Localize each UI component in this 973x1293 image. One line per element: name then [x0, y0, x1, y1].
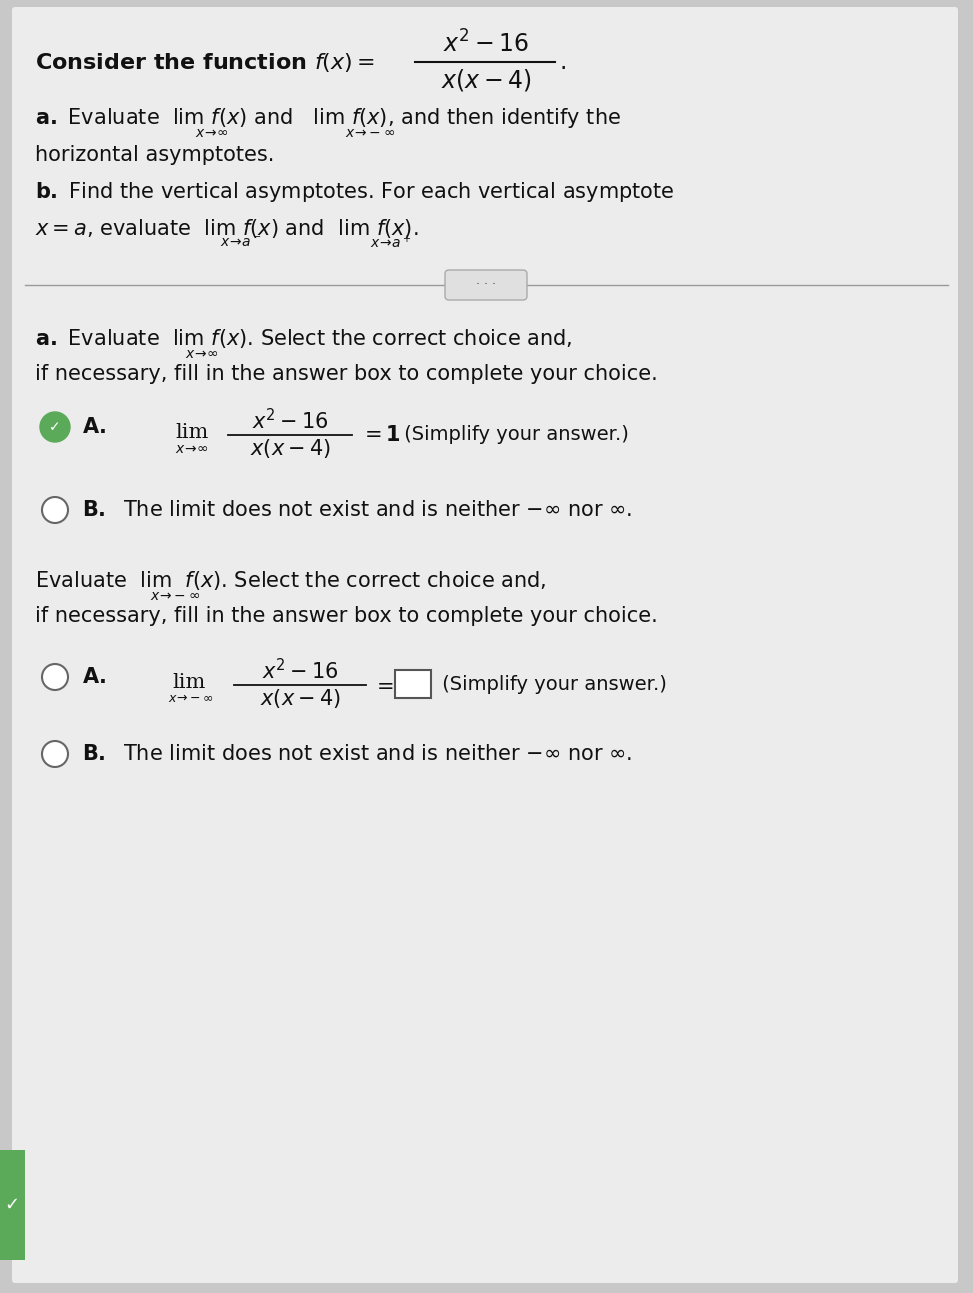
Text: (Simplify your answer.): (Simplify your answer.)	[436, 675, 667, 694]
Text: if necessary, fill in the answer box to complete your choice.: if necessary, fill in the answer box to …	[35, 606, 658, 626]
Text: $x(x-4)$: $x(x-4)$	[250, 437, 330, 460]
Text: $\mathbf{a.}$ Evaluate  lim $f(x)$. Select the correct choice and,: $\mathbf{a.}$ Evaluate lim $f(x)$. Selec…	[35, 327, 573, 349]
Circle shape	[42, 497, 68, 522]
Text: $x\!\to\!-\infty$: $x\!\to\!-\infty$	[345, 125, 395, 140]
Text: $x^2-16$: $x^2-16$	[443, 31, 529, 58]
Text: $\mathbf{b.}$ Find the vertical asymptotes. For each vertical asymptote: $\mathbf{b.}$ Find the vertical asymptot…	[35, 180, 674, 204]
Circle shape	[42, 665, 68, 690]
Text: $\mathbf{A.}$: $\mathbf{A.}$	[82, 667, 106, 687]
FancyBboxPatch shape	[0, 1149, 25, 1259]
Text: $x(x-4)$: $x(x-4)$	[260, 688, 341, 710]
Text: if necessary, fill in the answer box to complete your choice.: if necessary, fill in the answer box to …	[35, 365, 658, 384]
Text: $x\!\to\!-\infty$: $x\!\to\!-\infty$	[150, 590, 200, 603]
Text: $x\!\to\!\infty$: $x\!\to\!\infty$	[185, 347, 218, 361]
Text: $\mathbf{A.}$: $\mathbf{A.}$	[82, 418, 106, 437]
FancyBboxPatch shape	[395, 670, 431, 698]
Circle shape	[42, 741, 68, 767]
Text: $x\!\to\!a^+$: $x\!\to\!a^+$	[370, 234, 412, 252]
Text: · · ·: · · ·	[476, 278, 496, 291]
Text: horizontal asymptotes.: horizontal asymptotes.	[35, 145, 274, 166]
Text: Consider the function $f(x)=$: Consider the function $f(x)=$	[35, 50, 375, 74]
Text: $=$: $=$	[372, 675, 393, 696]
Text: ✓: ✓	[50, 420, 60, 434]
Text: .: .	[560, 50, 567, 74]
Text: $x(x-4)$: $x(x-4)$	[441, 67, 531, 93]
Text: $x^2-16$: $x^2-16$	[252, 409, 328, 433]
Text: $x\!\to\!\infty$: $x\!\to\!\infty$	[175, 442, 208, 456]
Text: lim: lim	[175, 424, 208, 442]
FancyBboxPatch shape	[12, 6, 958, 1283]
Text: (Simplify your answer.): (Simplify your answer.)	[398, 425, 629, 445]
FancyBboxPatch shape	[445, 270, 527, 300]
Text: lim: lim	[172, 674, 205, 693]
Text: $x\!\to\!\infty$: $x\!\to\!\infty$	[195, 125, 228, 140]
Text: Evaluate  lim  $f(x)$. Select the correct choice and,: Evaluate lim $f(x)$. Select the correct …	[35, 569, 547, 591]
Text: $\mathbf{B.}$  The limit does not exist and is neither $-\infty$ nor $\infty$.: $\mathbf{B.}$ The limit does not exist a…	[82, 500, 632, 520]
Text: $x=a$, evaluate  lim $f(x)$ and  lim $f(x)$.: $x=a$, evaluate lim $f(x)$ and lim $f(x)…	[35, 216, 418, 239]
Text: ✓: ✓	[5, 1196, 19, 1214]
Text: $x\!\to\!-\infty$: $x\!\to\!-\infty$	[168, 693, 213, 706]
Circle shape	[40, 412, 70, 442]
Text: $\mathbf{B.}$  The limit does not exist and is neither $-\infty$ nor $\infty$.: $\mathbf{B.}$ The limit does not exist a…	[82, 743, 632, 764]
Text: $=\mathbf{1}$: $=\mathbf{1}$	[360, 425, 401, 445]
Text: $\mathbf{a.}$ Evaluate  lim $f(x)$ and   lim $f(x)$, and then identify the: $\mathbf{a.}$ Evaluate lim $f(x)$ and li…	[35, 106, 621, 131]
Text: $x\!\to\!a^-$: $x\!\to\!a^-$	[220, 237, 262, 250]
Text: $x^2-16$: $x^2-16$	[262, 658, 339, 684]
